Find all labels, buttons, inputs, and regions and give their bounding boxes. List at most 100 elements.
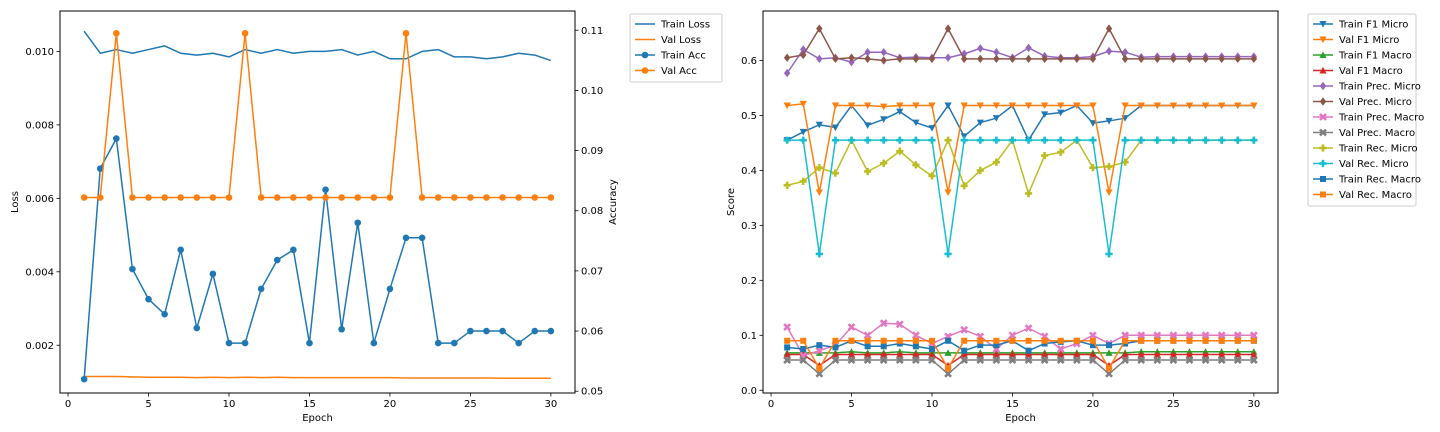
chart1-x-tick-label: 30 (544, 399, 557, 410)
chart1-y-tick-label: 0.008 (25, 120, 54, 131)
chart2-series-val-rec-macro-point-9 (928, 337, 935, 344)
chart2-legend-train-f1-micro-marker-point-0 (1319, 21, 1327, 28)
chart2-series-val-rec-micro-point-15 (1024, 136, 1033, 144)
chart2-series-val-rec-micro-point-5 (864, 136, 872, 144)
chart2-series-val-rec-micro-point-0 (783, 136, 791, 144)
chart2-series-val-prec-micro-point-15 (1025, 54, 1032, 64)
chart2-series-val-prec-micro-point-3 (832, 54, 839, 64)
chart2-y-tick-label: 0.5 (741, 111, 757, 122)
chart2-series-val-prec-macro-point-17 (1056, 356, 1065, 364)
chart2-series-val-f1-micro-point-4 (847, 102, 856, 110)
chart2-series-val-rec-micro-point-25 (1185, 136, 1194, 144)
chart2-series-train-rec-micro-point-16 (1041, 151, 1049, 160)
chart2-series-val-rec-macro-point-0 (784, 337, 791, 344)
chart1-series-val-acc-point-9 (225, 194, 233, 201)
chart1-series-train-acc-point-7 (193, 324, 201, 332)
chart2-series-val-prec-macro-point-15 (1024, 356, 1033, 364)
chart1: 0 5 10 15 20 25 30 0.002 0.004 0.006 0.008 0.010 0.0… (10, 10, 723, 424)
chart2-series-val-f1-macro-point-28 (1234, 350, 1242, 358)
chart2-series-val-f1-macro-point-16 (1041, 350, 1049, 358)
chart2-series-train-prec-micro-point-2 (816, 54, 823, 64)
chart2-legend-train-prec-macro-marker-point-0 (1319, 113, 1327, 121)
chart1-series-val-acc-point-27 (515, 194, 522, 201)
chart2-series-val-rec-macro-point-20 (1106, 365, 1113, 372)
chart2-series-val-prec-macro-point-23 (1153, 356, 1162, 364)
chart1-series-train-loss-line (83, 30, 552, 62)
chart2-series-train-prec-macro-point-0 (783, 323, 792, 331)
chart2-series-train-f1-micro-point-1 (799, 128, 807, 136)
chart2-series-val-prec-micro-point-16 (1041, 54, 1048, 64)
chart2-series-val-rec-macro-point-25 (1186, 337, 1193, 344)
chart1-series-val-acc (80, 29, 555, 201)
chart2-series-val-f1-micro-point-21 (1121, 102, 1129, 110)
chart2-series-val-f1-micro-point-29 (1250, 102, 1258, 110)
chart1-y2-tick-label: 0.07 (581, 266, 603, 277)
chart2-series-val-f1-micro-point-10 (944, 189, 952, 196)
chart2-series-train-prec-macro-point-29 (1249, 331, 1258, 340)
chart1-series-val-acc-point-10 (241, 29, 249, 37)
chart2-series-val-prec-macro-point-22 (1137, 356, 1146, 364)
chart2-series-val-f1-micro (783, 100, 1258, 196)
chart2-series-val-f1-micro-point-13 (992, 102, 1000, 110)
chart2-series-val-prec-macro (783, 356, 1258, 378)
chart2-series-val-prec-macro-point-24 (1169, 356, 1178, 364)
chart2-series-train-rec-micro-point-9 (928, 172, 936, 180)
chart2-y-axis-label: Score (726, 188, 737, 216)
chart2-series-val-f1-micro-point-2 (815, 189, 823, 196)
chart2-series-train-rec-micro-point-6 (880, 159, 888, 167)
chart1-series-val-loss (84, 375, 551, 380)
chart2-series-train-prec-macro-point-8 (911, 331, 920, 340)
chart2-series-val-f1-micro-point-26 (1201, 102, 1210, 110)
chart2-series-val-f1-micro-point-22 (1137, 102, 1145, 110)
chart2-legend-val-rec-micro-marker-point-0 (1319, 159, 1327, 168)
chart2-series-train-rec-micro-point-5 (864, 167, 872, 176)
chart2-series-val-prec-macro-point-20 (1105, 369, 1113, 378)
chart1-series-train-acc-point-19 (386, 285, 394, 293)
chart2-series-train-prec-micro-point-10 (944, 53, 952, 62)
chart2-series-val-rec-macro-point-15 (1025, 337, 1032, 344)
chart2-x-tick-label: 25 (1167, 399, 1180, 410)
chart1-series-val-acc-point-12 (273, 194, 281, 201)
chart1-series-val-acc-point-7 (193, 194, 201, 201)
chart2-series-val-prec-micro-point-29 (1250, 54, 1258, 64)
chart2-series-train-f1-micro-point-8 (912, 119, 920, 127)
chart2-series-val-f1-macro-point-11 (960, 350, 968, 358)
chart2-series-train-f1-micro-point-20 (1105, 117, 1113, 125)
chart2-series-val-prec-micro-point-8 (912, 54, 920, 64)
chart1-series-val-acc-point-29 (547, 194, 555, 201)
chart2-series-train-rec-micro-point-11 (960, 182, 968, 190)
chart1-legend-train-acc-marker-point-0 (641, 51, 649, 59)
chart2-series-val-rec-micro-point-26 (1201, 136, 1210, 144)
chart2-series-train-prec-macro-point-26 (1201, 331, 1210, 340)
chart2-series-val-prec-macro-point-5 (863, 356, 872, 364)
chart1-y2-tick-label: 0.09 (581, 146, 603, 157)
chart2-series-val-rec-macro-point-8 (912, 337, 919, 344)
chart1-series-val-acc-point-2 (113, 29, 120, 37)
chart2-legend-frame (1307, 13, 1417, 207)
chart2-series-val-f1-macro-point-12 (976, 350, 984, 358)
chart2-legend-train-prec-micro-label: Train Prec. Micro (1338, 82, 1421, 93)
chart2-series-val-f1-micro-point-25 (1185, 102, 1194, 110)
chart1-series-train-acc-point-0 (80, 375, 88, 383)
chart1-series-val-acc-point-5 (161, 194, 168, 201)
chart1-series-val-acc-point-21 (418, 194, 426, 201)
chart2-series-val-f1-macro-point-3 (831, 350, 840, 358)
chart2-series-val-prec-macro-point-1 (799, 356, 808, 364)
chart1-series-val-acc-point-17 (354, 194, 362, 201)
chart2-series-val-prec-macro-point-16 (1040, 356, 1049, 364)
chart2-series-train-rec-macro-point-9 (928, 346, 935, 353)
chart2-series-train-prec-macro-point-21 (1121, 331, 1130, 340)
chart1-series-val-acc-point-14 (306, 194, 313, 201)
chart2-series-val-rec-micro-point-7 (896, 136, 904, 144)
chart2-series-val-f1-macro-point-24 (1169, 350, 1177, 358)
chart2-series-train-prec-micro-point-15 (1025, 43, 1032, 53)
chart1-series-val-acc-point-25 (483, 194, 490, 201)
chart2-series-val-f1-micro-point-9 (928, 102, 936, 110)
chart1-y-tick-label: 0.010 (25, 47, 54, 58)
chart1-series-val-acc-point-22 (434, 194, 442, 201)
chart2-series-train-rec-micro-point-13 (992, 158, 1000, 166)
chart2-series-train-f1-micro-point-16 (1041, 111, 1049, 118)
chart2-series-train-rec-micro-point-3 (831, 169, 840, 177)
chart2-series-val-prec-micro-point-24 (1170, 54, 1177, 64)
chart2-series-train-prec-macro-point-2 (815, 346, 824, 355)
